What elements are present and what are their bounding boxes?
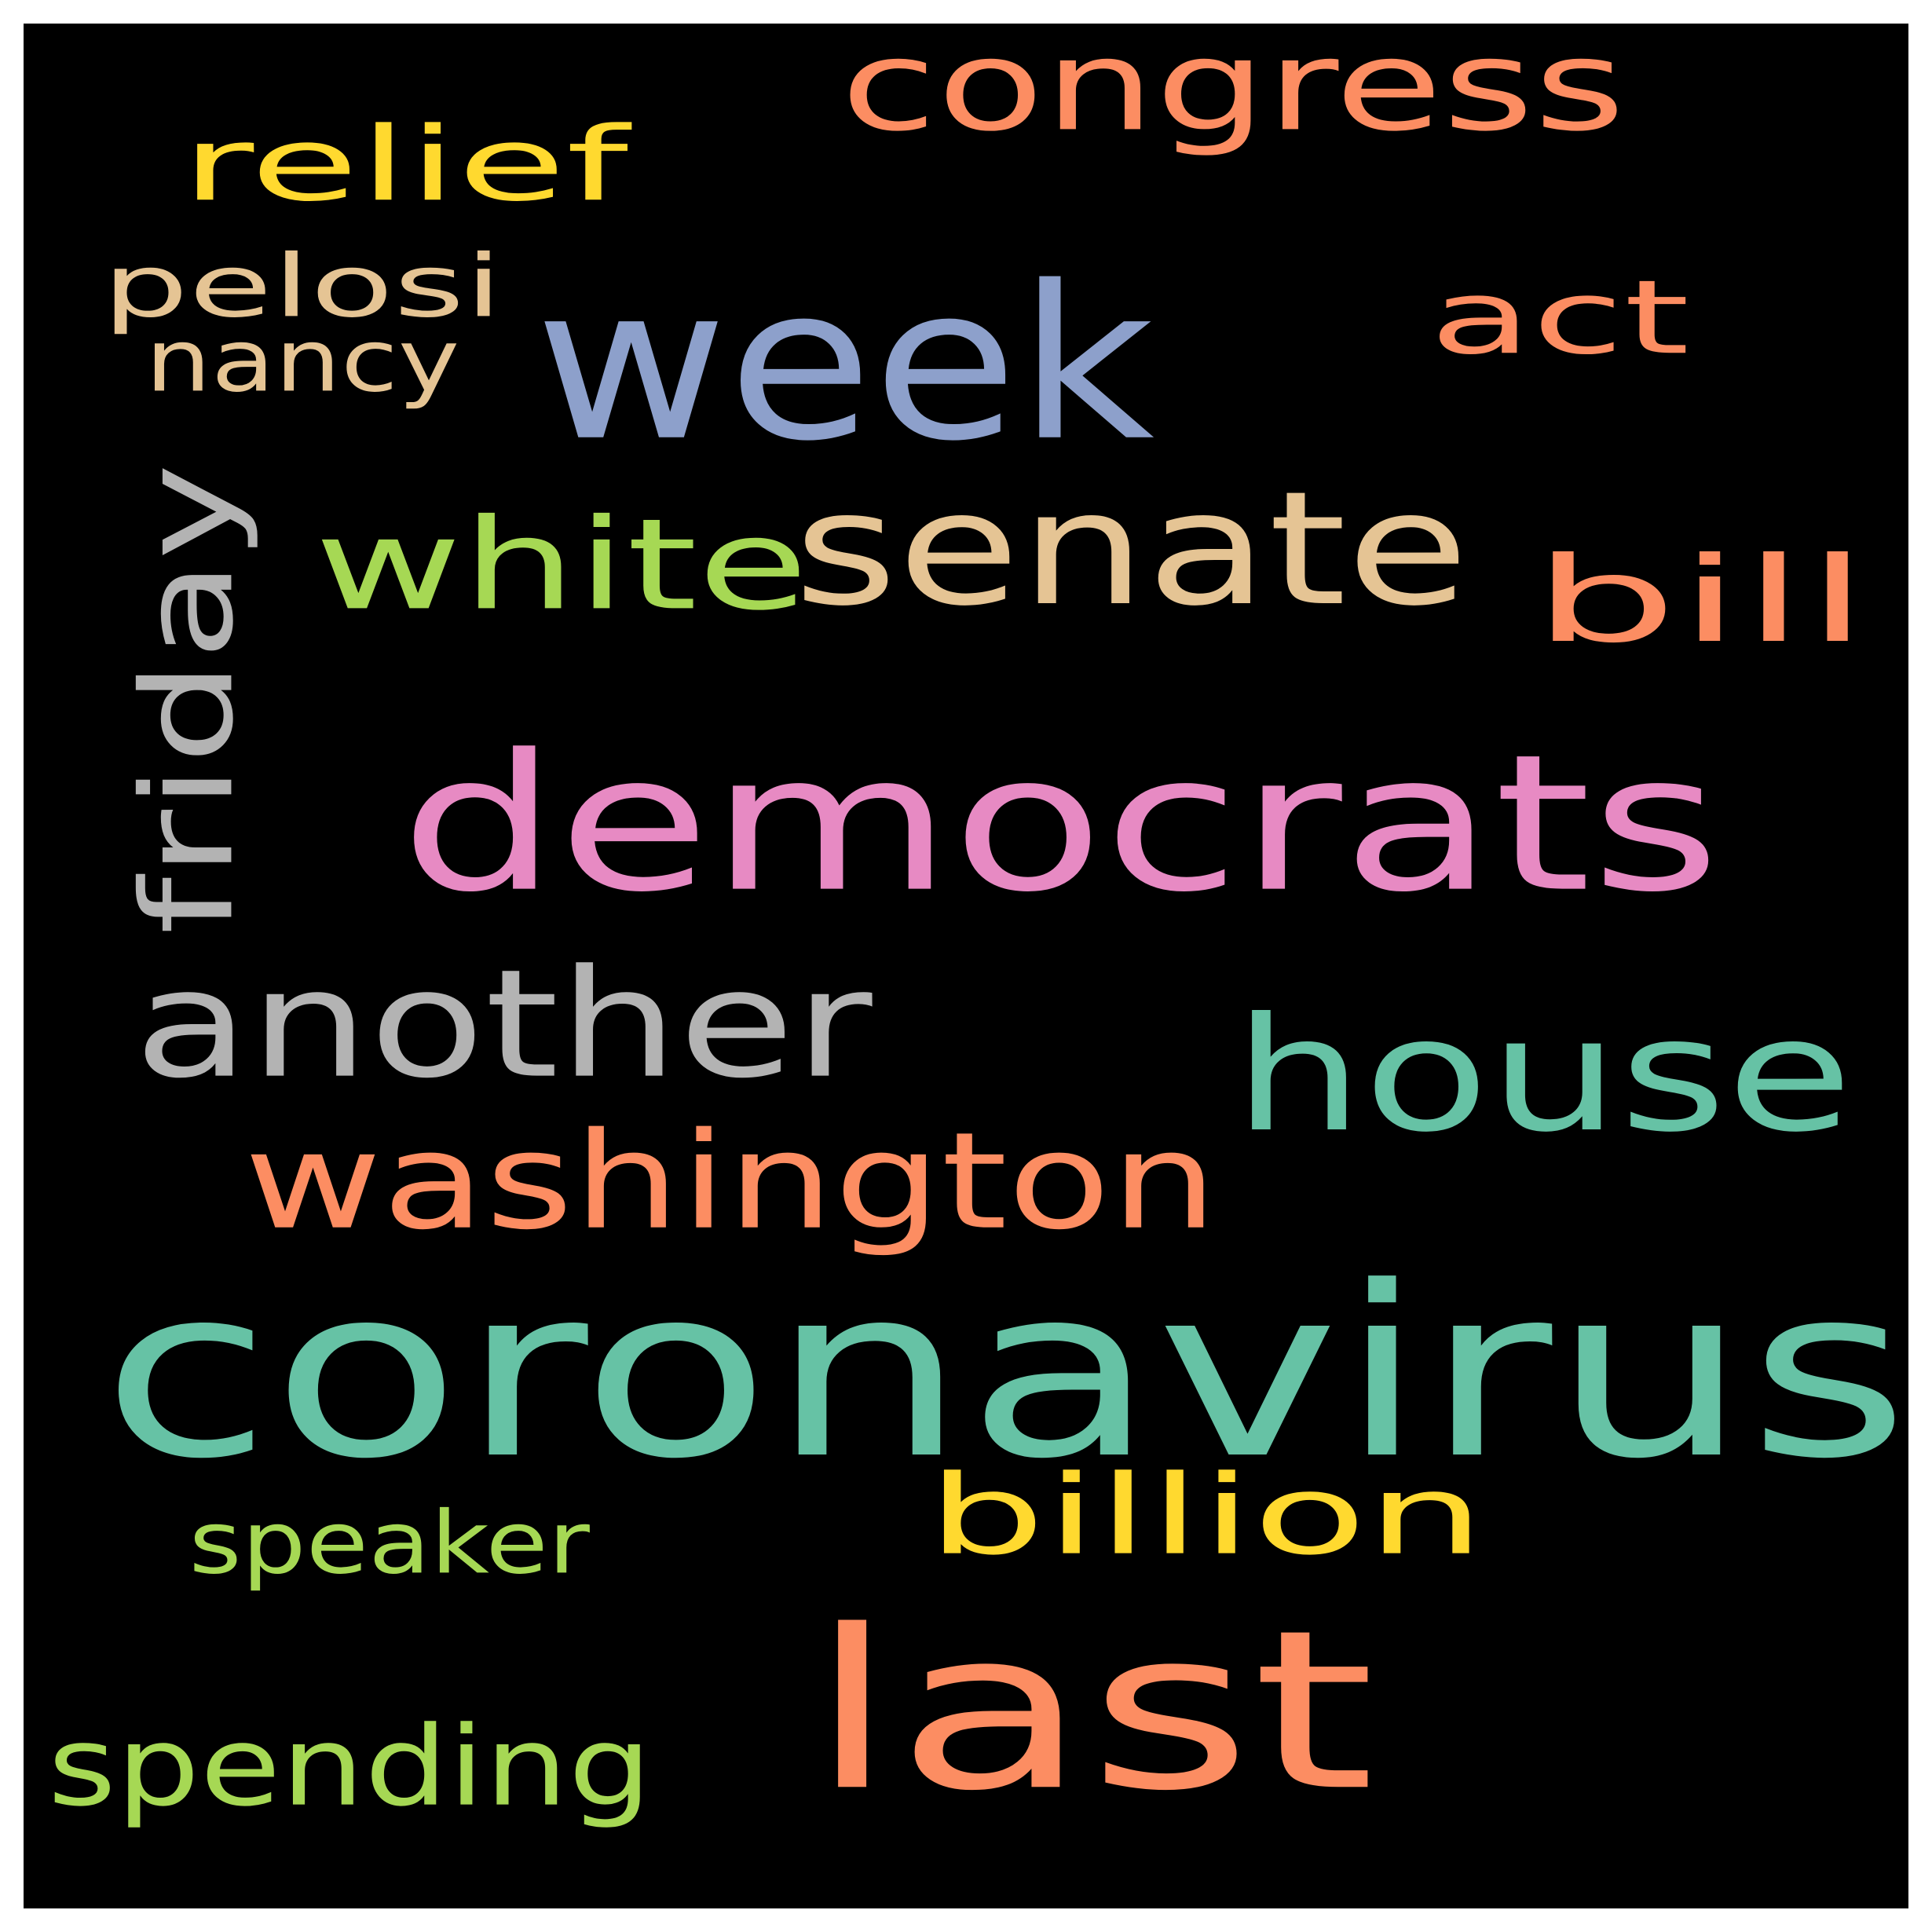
word-another: another: [133, 936, 873, 1112]
word-democrats: democrats: [400, 713, 1721, 935]
word-billion: billion: [926, 1451, 1485, 1580]
word-bill: bill: [1531, 531, 1869, 669]
word-week: week: [534, 240, 1154, 488]
word-friday: friday: [114, 463, 262, 935]
word-coronavirus: coronavirus: [101, 1235, 1908, 1511]
word-relief: relief: [181, 104, 628, 225]
word-last: last: [808, 1582, 1375, 1840]
word-act: act: [1429, 258, 1689, 378]
word-house: house: [1233, 983, 1853, 1167]
word-washington: washington: [243, 1103, 1217, 1260]
word-speaker: speaker: [188, 1492, 590, 1594]
word-nancy: nancy: [145, 310, 460, 412]
word-white: white: [314, 491, 809, 639]
word-pelosi: pelosi: [102, 236, 503, 337]
word-senate: senate: [792, 457, 1469, 641]
word-spending: spending: [47, 1702, 652, 1831]
word-congress: congress: [840, 24, 1626, 159]
word-cloud: coronavirus democrats week last senate h…: [24, 24, 1908, 1908]
